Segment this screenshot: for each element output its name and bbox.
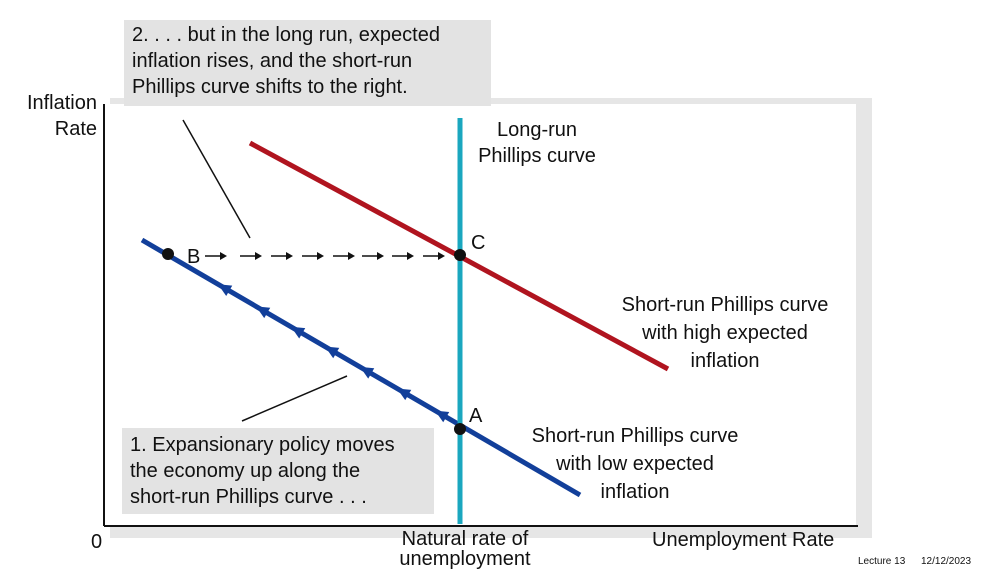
bottom-callout: 1. Expansionary policy moves the economy… bbox=[122, 428, 434, 514]
shift-arrowhead bbox=[438, 252, 445, 260]
bottom-callout-line3: short-run Phillips curve . . . bbox=[130, 486, 367, 508]
point-a-dot bbox=[454, 423, 466, 435]
natural-rate-line2: unemployment bbox=[399, 548, 531, 570]
x-axis-label: Unemployment Rate bbox=[652, 529, 835, 551]
bottom-callout-line2: the economy up along the bbox=[130, 460, 361, 482]
movement-arrowhead bbox=[397, 388, 412, 401]
movement-arrowhead bbox=[291, 326, 306, 339]
origin-label: 0 bbox=[91, 531, 103, 553]
low-curve-label: Short-run Phillips curve with low expect… bbox=[510, 422, 760, 506]
point-a-label: A bbox=[469, 405, 483, 427]
movement-arrowhead bbox=[435, 410, 450, 423]
low-curve-line1: Short-run Phillips curve bbox=[531, 425, 739, 447]
high-curve-line3: inflation bbox=[690, 350, 760, 372]
movement-arrowhead bbox=[256, 306, 271, 319]
shift-arrowhead bbox=[255, 252, 262, 260]
shift-arrowhead bbox=[220, 252, 227, 260]
bottom-callout-line1: 1. Expansionary policy moves bbox=[130, 434, 395, 456]
shift-arrowhead bbox=[317, 252, 324, 260]
low-curve-line3: inflation bbox=[600, 481, 670, 503]
natural-rate-line1: Natural rate of bbox=[401, 528, 529, 550]
movement-arrows bbox=[218, 284, 450, 423]
y-axis-label-line1: Inflation bbox=[26, 92, 97, 114]
top-callout-line3: Phillips curve shifts to the right. bbox=[132, 76, 408, 98]
shift-arrowhead bbox=[407, 252, 414, 260]
long-run-label: Long-run Phillips curve bbox=[462, 117, 612, 169]
y-axis-label-line2: Rate bbox=[54, 118, 97, 140]
long-run-label-line1: Long-run bbox=[496, 119, 578, 141]
long-run-label-line2: Phillips curve bbox=[478, 145, 596, 167]
movement-arrowhead bbox=[325, 346, 340, 359]
top-callout-line1: 2. . . . but in the long run, expected bbox=[132, 24, 440, 46]
shift-arrowhead bbox=[286, 252, 293, 260]
low-curve-line2: with low expected bbox=[556, 453, 714, 475]
movement-arrowhead bbox=[218, 284, 233, 296]
y-axis-label: Inflation Rate bbox=[17, 90, 97, 142]
top-callout-pointer bbox=[182, 119, 251, 239]
point-b-label: B bbox=[187, 246, 201, 268]
point-b-dot bbox=[162, 248, 174, 260]
bottom-callout-pointer bbox=[241, 375, 348, 422]
natural-rate-label: Natural rate of unemployment bbox=[380, 529, 550, 569]
footer-date: 12/12/2023 bbox=[921, 556, 972, 567]
high-curve-label: Short-run Phillips curve with high expec… bbox=[600, 291, 850, 375]
point-c-dot bbox=[454, 249, 466, 261]
top-callout: 2. . . . but in the long run, expected i… bbox=[124, 20, 491, 106]
shift-arrows bbox=[205, 252, 445, 260]
footer-lecture: Lecture 13 bbox=[858, 556, 906, 567]
shift-arrowhead bbox=[348, 252, 355, 260]
point-c-label: C bbox=[471, 232, 486, 254]
high-curve-line2: with high expected bbox=[642, 322, 808, 344]
movement-arrowhead bbox=[360, 366, 375, 379]
shift-arrowhead bbox=[377, 252, 384, 260]
top-callout-line2: inflation rises, and the short-run bbox=[132, 50, 413, 72]
high-curve-line1: Short-run Phillips curve bbox=[621, 294, 829, 316]
